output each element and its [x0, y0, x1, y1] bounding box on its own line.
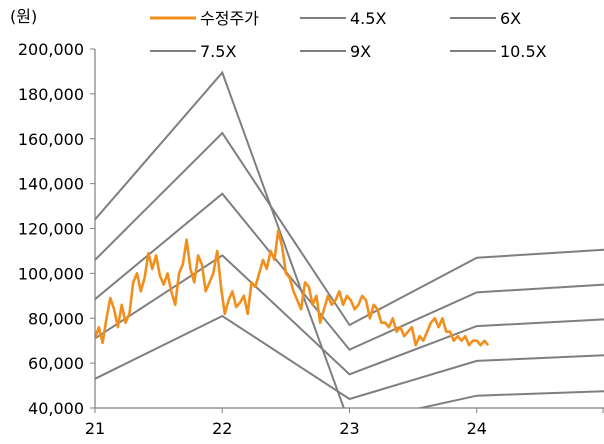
y-tick-labels: 40,000 60,000 80,000 100,000 120,000 140,000 1…	[18, 40, 95, 418]
axes	[94, 49, 604, 409]
x-tick-label: 24	[467, 419, 487, 438]
y-tick-label: 200,000	[18, 40, 84, 59]
valuation-bands	[95, 70, 604, 408]
legend-label: 7.5X	[200, 42, 236, 61]
x-tick-label: 22	[212, 419, 232, 438]
band-line-10.5X	[95, 70, 604, 408]
legend-label: 4.5X	[350, 9, 386, 28]
band-line-9X	[95, 131, 604, 327]
y-tick-label: 120,000	[18, 220, 84, 239]
price-line	[95, 229, 490, 347]
y-axis-unit-label: (원)	[10, 7, 37, 26]
x-tick-label: 21	[85, 419, 105, 438]
y-tick-label: 60,000	[28, 354, 84, 373]
x-tick-labels: 21 22 23 24	[85, 408, 604, 438]
band-line-7.5X	[95, 192, 604, 351]
legend: 수정주가 4.5X 6X 7.5X 9X 10.5X	[150, 9, 547, 61]
y-tick-label: 160,000	[18, 130, 84, 149]
y-tick-label: 180,000	[18, 85, 84, 104]
y-tick-label: 40,000	[28, 399, 84, 418]
y-tick-label: 100,000	[18, 264, 84, 283]
band-line-4.5X	[95, 314, 604, 401]
band-line-6X	[95, 254, 604, 376]
legend-label: 수정주가	[200, 9, 259, 28]
legend-label: 9X	[350, 42, 371, 61]
y-tick-label: 140,000	[18, 175, 84, 194]
y-tick-label: 80,000	[28, 309, 84, 328]
legend-label: 6X	[500, 9, 521, 28]
legend-label: 10.5X	[500, 42, 547, 61]
x-tick-label: 23	[339, 419, 359, 438]
price-series	[95, 229, 490, 347]
